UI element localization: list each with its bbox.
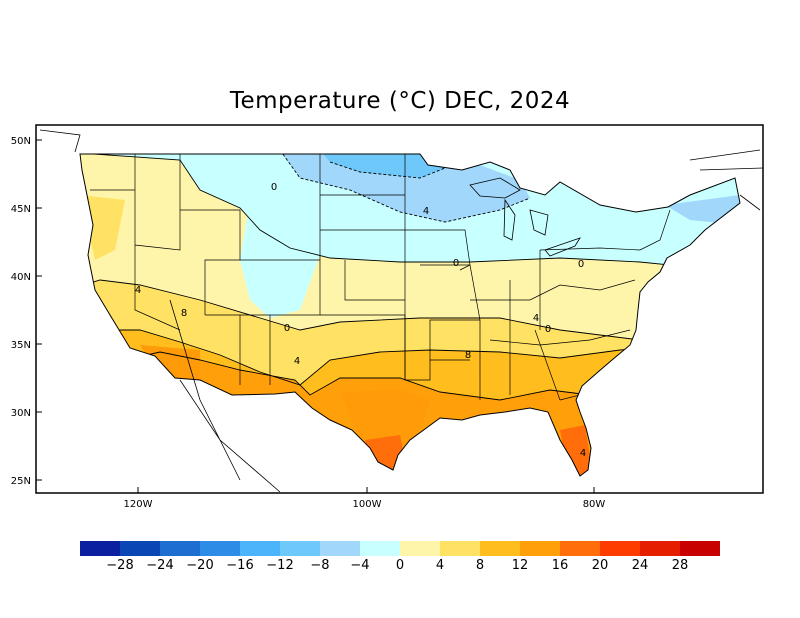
contour-label-4: 4 xyxy=(294,356,300,367)
legend-tick-label: −16 xyxy=(226,558,254,573)
fill-0-4-rockies xyxy=(240,195,320,318)
legend-swatch xyxy=(440,541,480,556)
state-border xyxy=(239,315,271,385)
fill-16-20-desert xyxy=(140,345,200,380)
longitude-tick-label: 100W xyxy=(353,499,382,510)
legend-tick-label: 24 xyxy=(631,558,649,573)
legend-swatch xyxy=(120,541,160,556)
lake-huron xyxy=(529,209,549,236)
legend-swatch xyxy=(560,541,600,556)
contour-lines xyxy=(80,154,740,401)
legend-swatch xyxy=(200,541,240,556)
contour-label-4: 4 xyxy=(580,448,586,459)
contour-label-0: 0 xyxy=(284,323,290,334)
legend-swatch xyxy=(80,541,120,556)
fill-neg8-neg4 xyxy=(320,154,445,178)
legend-tick-label: −12 xyxy=(266,558,294,573)
state-border xyxy=(134,245,181,331)
lake-michigan xyxy=(503,198,516,241)
legend-tick-label: 8 xyxy=(475,558,485,573)
legend-tick-label: −20 xyxy=(186,558,214,573)
latitude-axis: 50N 45N 40N 35N 30N 25N xyxy=(11,136,42,487)
canada-mexico-lines xyxy=(39,129,281,493)
legend-swatch xyxy=(160,541,200,556)
state-border xyxy=(539,209,671,251)
color-legend-bar xyxy=(80,541,720,556)
legend-tick-label: 0 xyxy=(395,558,405,573)
latitude-tick-label: 45N xyxy=(11,204,31,215)
contour-16 xyxy=(80,351,591,401)
contour-label-group: 0 0 0 0 0 4 4 4 4 4 8 8 xyxy=(135,182,586,459)
legend-swatch xyxy=(480,541,520,556)
legend-tick-label: 12 xyxy=(511,558,529,573)
longitude-tick-label: 80W xyxy=(583,499,606,510)
state-borders xyxy=(90,154,671,401)
contour-label-0: 0 xyxy=(545,324,551,335)
legend-tick-label: 28 xyxy=(671,558,689,573)
map-title: Temperature (°C) DEC, 2024 xyxy=(229,88,571,114)
contour-label-0: 0 xyxy=(578,259,584,270)
state-border xyxy=(405,229,471,271)
longitude-tick-label: 120W xyxy=(124,499,153,510)
fill-8-12-coast xyxy=(80,195,125,260)
contour-neg8 xyxy=(329,161,446,179)
legend-swatch xyxy=(360,541,400,556)
longitude-axis: 120W 100W 80W xyxy=(124,487,606,510)
fill-20-24-florida xyxy=(560,425,592,476)
contour-label-8: 8 xyxy=(465,350,471,361)
contour-neg4 xyxy=(279,154,531,223)
legend-tick-label: 4 xyxy=(435,558,445,573)
lake-erie xyxy=(544,237,581,257)
legend-swatch xyxy=(680,541,720,556)
legend-tick-label: −8 xyxy=(310,558,330,573)
latitude-tick-label: 35N xyxy=(11,340,31,351)
lake-superior xyxy=(469,177,521,199)
legend-swatch xyxy=(240,541,280,556)
state-border xyxy=(470,279,636,301)
state-border xyxy=(479,250,561,401)
legend-tick-label: −4 xyxy=(350,558,370,573)
latitude-tick-label: 25N xyxy=(11,476,31,487)
color-legend-labels: −28 −24 −20 −16 −12 −8 −4 0 4 8 12 16 20 24 28 xyxy=(0,558,800,574)
legend-tick-label: 20 xyxy=(591,558,609,573)
legend-tick-label: −24 xyxy=(146,558,174,573)
legend-tick-label: 16 xyxy=(551,558,569,573)
legend-swatch xyxy=(640,541,680,556)
contour-label-4: 4 xyxy=(135,285,141,296)
contour-label-0: 0 xyxy=(453,258,459,269)
contour-label-4: 4 xyxy=(423,206,429,217)
legend-swatch xyxy=(600,541,640,556)
latitude-tick-label: 30N xyxy=(11,408,31,419)
state-border xyxy=(489,329,631,346)
legend-swatch xyxy=(320,541,360,556)
state-border xyxy=(320,194,405,301)
latitude-tick-label: 40N xyxy=(11,272,31,283)
contour-label-0: 0 xyxy=(271,182,277,193)
latitude-tick-label: 50N xyxy=(11,136,31,147)
state-border xyxy=(420,264,481,361)
state-border xyxy=(134,154,181,251)
contour-8 xyxy=(80,279,740,341)
contour-label-8: 8 xyxy=(181,308,187,319)
contour-12 xyxy=(80,329,740,386)
canada-coast-lines xyxy=(689,149,764,211)
contour-0 xyxy=(80,154,740,301)
legend-swatch xyxy=(280,541,320,556)
legend-swatch xyxy=(520,541,560,556)
legend-swatch xyxy=(400,541,440,556)
contour-label-4: 4 xyxy=(533,313,539,324)
us-outline xyxy=(79,153,741,477)
legend-tick-label: −28 xyxy=(106,558,134,573)
